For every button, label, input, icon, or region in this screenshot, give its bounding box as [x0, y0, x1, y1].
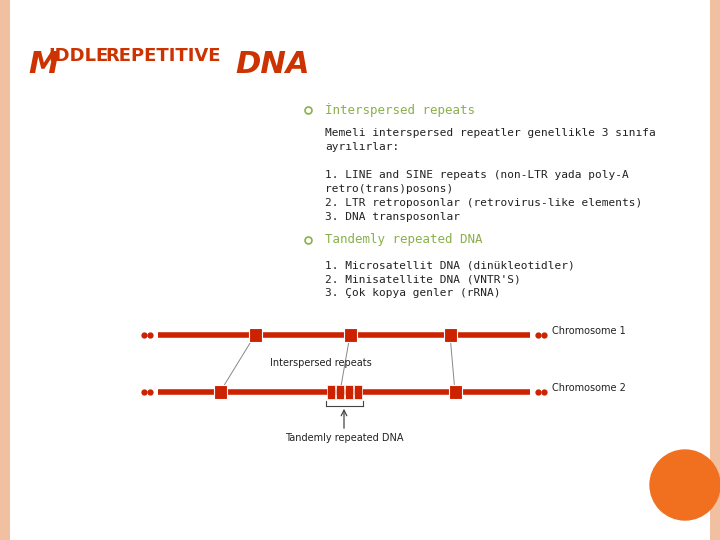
Bar	[248, 328, 261, 342]
Bar	[444, 328, 456, 342]
Bar	[336, 385, 344, 399]
Text: 3. DNA transposonlar: 3. DNA transposonlar	[325, 212, 460, 222]
Text: DNA: DNA	[235, 50, 310, 79]
Text: Tandemly repeated DNA: Tandemly repeated DNA	[325, 233, 482, 246]
Bar	[710, 0, 720, 540]
Text: 1. LINE and SINE repeats (non-LTR yada poly-A: 1. LINE and SINE repeats (non-LTR yada p…	[325, 170, 629, 180]
Bar	[345, 385, 353, 399]
Text: REPETITIVE: REPETITIVE	[105, 47, 220, 65]
Bar	[354, 385, 362, 399]
Text: Chromosome 2: Chromosome 2	[552, 383, 626, 393]
Bar	[327, 385, 335, 399]
Text: Interspersed repeats: Interspersed repeats	[270, 359, 372, 368]
Text: 2. LTR retroposonlar (retrovirus-like elements): 2. LTR retroposonlar (retrovirus-like el…	[325, 198, 642, 208]
Bar	[0, 0, 10, 540]
Bar	[449, 385, 462, 399]
Text: 2. Minisatellite DNA (VNTR'S): 2. Minisatellite DNA (VNTR'S)	[325, 274, 521, 284]
Text: IDDLE: IDDLE	[48, 47, 108, 65]
Text: Memeli interspersed repeatler genellikle 3 sınıfa
ayrılırlar:: Memeli interspersed repeatler genellikle…	[325, 128, 656, 152]
Text: M: M	[28, 50, 58, 79]
Bar	[343, 328, 356, 342]
Text: Chromosome 1: Chromosome 1	[552, 326, 626, 336]
Text: 1. Microsatellit DNA (dinükleotidler): 1. Microsatellit DNA (dinükleotidler)	[325, 260, 575, 270]
Text: 3. Çok kopya genler (rRNA): 3. Çok kopya genler (rRNA)	[325, 288, 500, 298]
Circle shape	[650, 450, 720, 520]
Bar	[214, 385, 227, 399]
Text: retro(trans)posons): retro(trans)posons)	[325, 184, 454, 194]
Text: Tandemly repeated DNA: Tandemly repeated DNA	[284, 433, 403, 443]
Text: İnterspersed repeats: İnterspersed repeats	[325, 103, 475, 117]
